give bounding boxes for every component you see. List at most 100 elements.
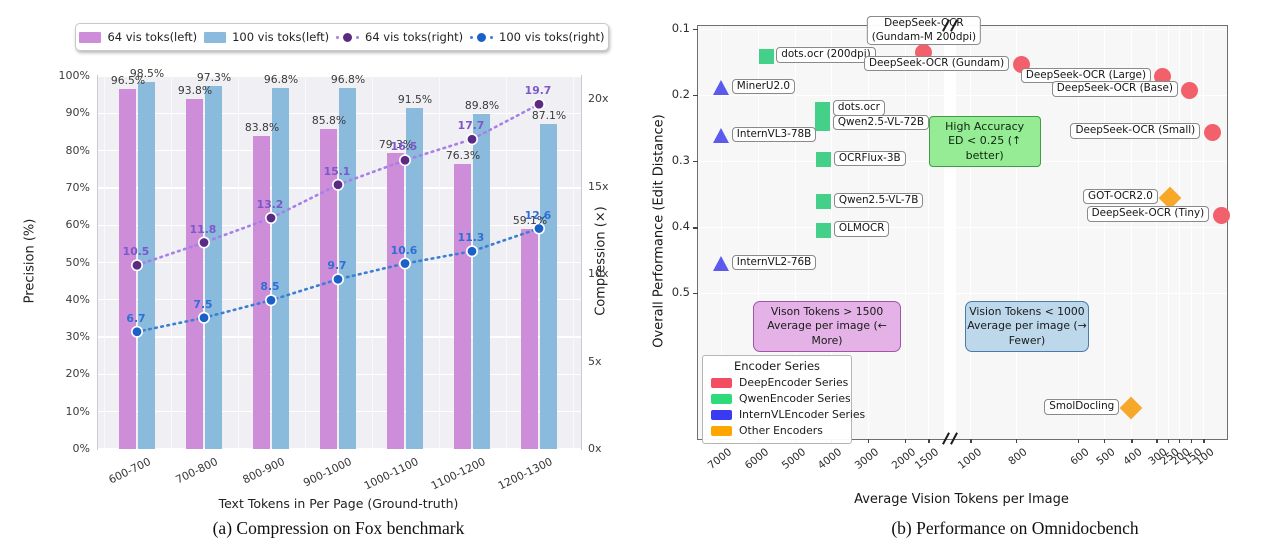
gridline-v xyxy=(928,26,930,439)
point-label-mineru2-0: MinerU2.0 xyxy=(731,78,796,95)
legend-swatch-qwenencoder-series xyxy=(711,393,732,404)
encoder-legend: Encoder Series DeepEncoder Series QwenEnc… xyxy=(702,354,865,444)
x-axis-tick: 600 xyxy=(1068,446,1092,468)
bar-100-vis-toks-left-600-700 xyxy=(138,81,155,449)
axis-break-band xyxy=(943,26,956,439)
bar-value-label: 76.3% xyxy=(445,149,481,163)
legend-swatch-64-vis-toks-left xyxy=(79,31,102,43)
point-label-ocrflux-3b: OCRFlux-3B xyxy=(833,150,906,167)
gridline-v xyxy=(1203,26,1205,439)
chart-a-plot: 0% 10% 20% 30% 40% 50% 60% 70% 80% 90% 100% 0x 5x 10x… xyxy=(59,67,609,493)
y-tick-mark xyxy=(693,161,698,163)
left-zone-annotation: Vison Tokens > 1500 Average per image (←… xyxy=(753,301,902,352)
legend-swatch-internvlencoder-series xyxy=(711,409,732,420)
y-tick-mark xyxy=(693,28,698,31)
x-tick-mark xyxy=(867,439,870,443)
chart-a-ylabel-right: Compression (×) xyxy=(593,206,609,316)
scatter-point-qwen2-5-vl-7b xyxy=(816,194,832,210)
right-zone-annotation: Vision Tokens < 1000 Average per image (… xyxy=(964,301,1090,352)
point-label-qwen2-5-vl-72b: Qwen2.5-VL-72B xyxy=(832,114,929,131)
x-axis-tick: 400 xyxy=(1121,446,1145,468)
legend-label: Other Encoders xyxy=(739,424,823,438)
x-tick-mark xyxy=(1203,439,1205,443)
encoder-legend-item-qwenencoder-series: QwenEncoder Series xyxy=(703,391,851,407)
x-axis-tick: 1000-1100 xyxy=(362,455,421,493)
point-label-deepseek-ocr-tiny: DeepSeek-OCR (Tiny) xyxy=(1086,206,1210,222)
y-axis-tick: 0.5 xyxy=(671,284,690,299)
gridline-h xyxy=(698,292,1227,294)
scatter-point-smoldocling xyxy=(1119,396,1143,420)
y-axis-tick-left: 0% xyxy=(72,442,90,455)
y-axis-tick-left: 70% xyxy=(65,180,90,194)
line-value-label: 8.5 xyxy=(260,280,280,294)
y-axis-tick-left: 50% xyxy=(65,255,90,269)
dot-icon xyxy=(336,35,340,39)
scatter-point-qwen2-5-vl-72b xyxy=(815,116,831,132)
x-axis-tick: 1200-1300 xyxy=(496,455,555,493)
y-axis-tick-left: 80% xyxy=(65,143,90,157)
y-axis-tick-left: 90% xyxy=(65,106,90,120)
x-axis-tick: 500 xyxy=(1093,446,1118,468)
gridline-v xyxy=(170,76,172,449)
x-axis-tick: 1500 xyxy=(913,446,942,472)
bar-100-vis-toks-left-1100-1200 xyxy=(473,114,490,449)
high-accuracy-line1: High Accuracy xyxy=(945,120,1025,134)
x-axis-tick: 700-800 xyxy=(173,455,220,487)
bar-value-label: 96.5% xyxy=(110,74,146,88)
gridline-v xyxy=(1191,26,1193,439)
marker-64-vis-toks-right xyxy=(465,133,478,146)
bar-value-label: 97.3% xyxy=(196,71,232,85)
bar-value-label: 59.1% xyxy=(512,213,548,227)
gridline-v xyxy=(572,76,574,449)
legend-label: 64 vis toks(right) xyxy=(365,30,464,44)
dot-icon xyxy=(476,31,488,43)
marker-100-vis-toks-right xyxy=(398,257,411,270)
marker-100-vis-toks-right xyxy=(130,325,143,338)
line-value-label: 19.7 xyxy=(524,84,552,98)
legend-label: 100 vis toks(right) xyxy=(499,30,605,44)
point-label-dots-ocr-200dpi: dots.ocr (200dpi) xyxy=(776,47,876,63)
point-label-deepseek-ocr-small: DeepSeek-OCR (Small) xyxy=(1070,123,1201,139)
scatter-point-dots-ocr-200dpi xyxy=(758,48,774,64)
bar-value-label: 87.1% xyxy=(531,109,567,123)
x-tick-mark xyxy=(1156,439,1158,443)
high-accuracy-annotation: High Accuracy ED < 0.25 (↑ better) xyxy=(928,116,1041,167)
bar-100-vis-toks-left-1200-1300 xyxy=(540,124,557,449)
bar-64-vis-toks-left-600-700 xyxy=(119,89,136,449)
gridline-v xyxy=(505,76,507,449)
point-label-olmocr: OLMOCR xyxy=(833,221,890,237)
encoder-legend-item-deepencoder-series: DeepEncoder Series xyxy=(703,375,851,391)
bar-value-label: 93.8% xyxy=(177,84,213,98)
encoder-legend-item-internvlencoder-series: InternVLEncoder Series xyxy=(703,407,865,423)
marker-100-vis-toks-right xyxy=(465,245,478,258)
x-axis-tick: 1100-1200 xyxy=(429,455,488,493)
line-value-label: 11.8 xyxy=(189,222,217,236)
gridline-h xyxy=(698,227,1227,229)
marker-64-vis-toks-right xyxy=(532,98,545,111)
dot-icon xyxy=(356,35,360,39)
y-axis-tick-left: 40% xyxy=(65,292,90,306)
y-tick-mark xyxy=(693,227,698,229)
scatter-point-dots-ocr xyxy=(815,101,831,117)
legend-swatch-100-vis-toks-left xyxy=(204,31,227,43)
line-value-label: 17.7 xyxy=(457,119,485,133)
gridline-v xyxy=(1131,26,1133,439)
x-axis-tick: 900-1000 xyxy=(301,455,354,490)
gridline-v xyxy=(1103,26,1105,439)
legend-marker-100-vis-toks-right xyxy=(470,31,494,43)
x-tick-mark xyxy=(904,439,907,443)
x-tick-mark xyxy=(1191,439,1193,443)
marker-100-vis-toks-right xyxy=(265,294,278,307)
scatter-point-deepseek-ocr-small xyxy=(1203,123,1221,141)
x-tick-mark xyxy=(1015,439,1018,443)
y-axis-tick-right: 0x xyxy=(588,442,602,455)
marker-64-vis-toks-right xyxy=(332,178,345,191)
scatter-point-ocrflux-3b xyxy=(816,152,832,168)
bar-64-vis-toks-left-800-900 xyxy=(253,136,270,449)
gridline-v xyxy=(438,76,440,449)
gridline-h xyxy=(98,75,581,77)
encoder-legend-items: DeepEncoder Series QwenEncoder Series Inte… xyxy=(703,375,865,439)
bar-100-vis-toks-left-700-800 xyxy=(205,86,222,449)
bar-value-label: 85.8% xyxy=(311,113,347,127)
right-zone-line1: Vision Tokens < 1000 xyxy=(969,305,1085,319)
